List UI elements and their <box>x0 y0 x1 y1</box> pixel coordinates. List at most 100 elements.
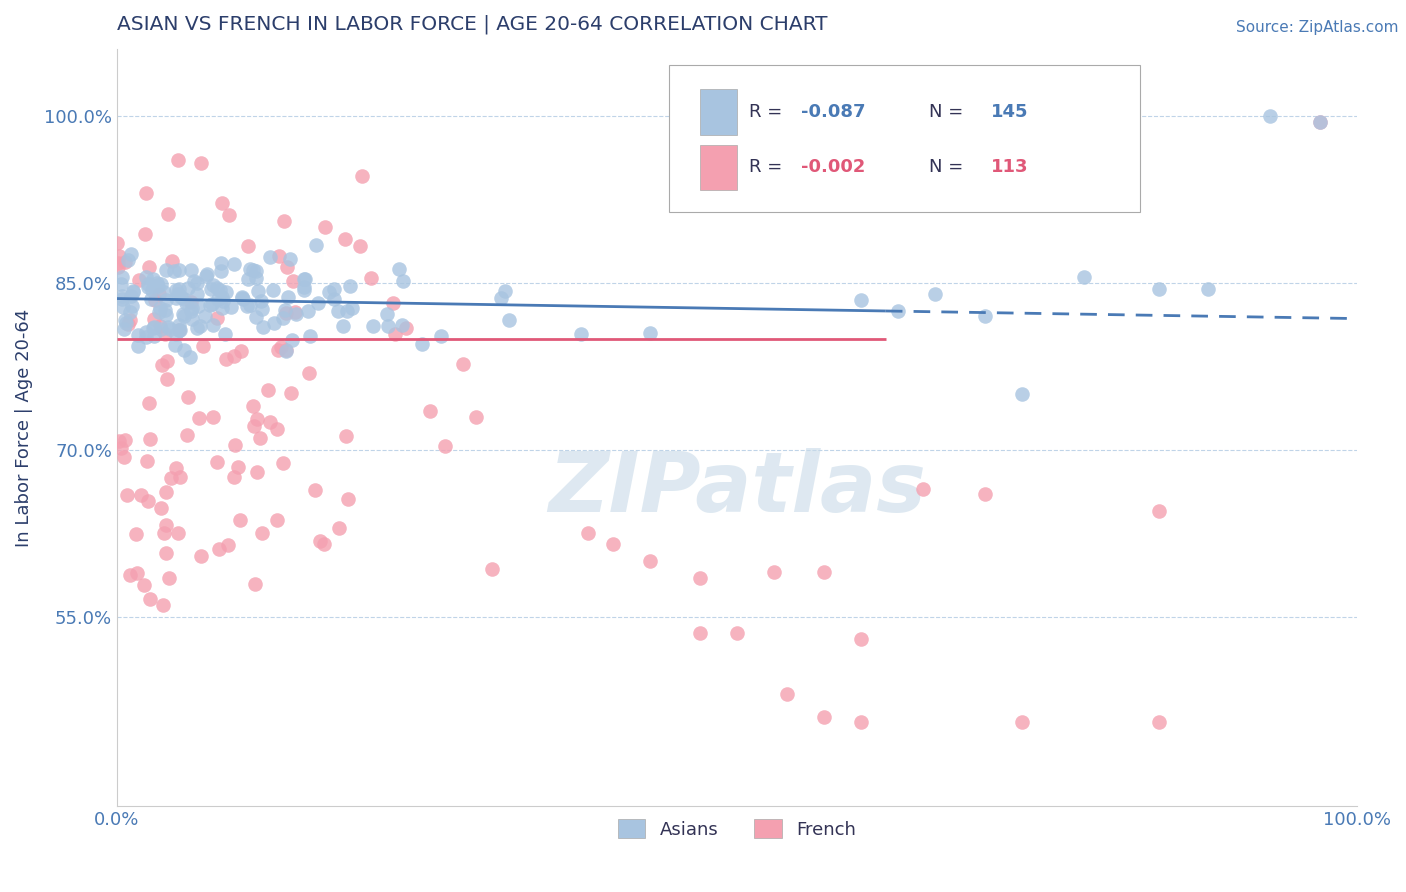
Point <box>160 471 183 485</box>
Point <box>128 273 150 287</box>
Point <box>229 513 252 527</box>
Point <box>243 418 266 433</box>
Point <box>169 323 191 337</box>
Point <box>813 565 835 579</box>
Point <box>335 428 357 442</box>
Point <box>215 351 238 366</box>
Point <box>388 262 411 277</box>
Point <box>217 538 239 552</box>
Point <box>924 287 946 301</box>
Point <box>111 269 134 284</box>
Point <box>263 316 285 330</box>
Point <box>177 390 200 404</box>
Point <box>239 262 262 277</box>
Point <box>138 432 160 446</box>
Point <box>274 303 297 318</box>
Point <box>166 525 188 540</box>
Point <box>813 710 835 724</box>
Point <box>323 292 346 306</box>
Point <box>239 298 262 312</box>
Point <box>139 592 162 607</box>
Point <box>156 372 179 386</box>
Point <box>149 319 172 334</box>
Point <box>136 280 159 294</box>
Text: 113: 113 <box>991 159 1029 177</box>
Point <box>207 292 229 306</box>
Point <box>222 349 245 363</box>
Point <box>1011 715 1033 730</box>
Point <box>377 319 399 334</box>
Point <box>135 270 157 285</box>
Point <box>201 296 224 310</box>
Point <box>236 272 259 286</box>
Point <box>212 293 235 308</box>
Point <box>911 482 934 496</box>
Point <box>180 303 202 318</box>
Point <box>152 285 174 299</box>
Point <box>340 301 363 315</box>
Point <box>377 308 399 322</box>
Point <box>150 277 173 291</box>
Point <box>138 395 160 409</box>
Point <box>142 319 165 334</box>
Point <box>243 577 266 591</box>
Point <box>280 386 302 401</box>
Point <box>165 338 187 352</box>
Point <box>689 626 711 640</box>
Point <box>278 252 301 267</box>
Point <box>105 235 128 250</box>
Point <box>149 501 172 516</box>
Point <box>725 626 748 640</box>
Point <box>132 578 155 592</box>
Point <box>148 287 170 301</box>
Point <box>153 303 176 318</box>
Point <box>1309 114 1331 128</box>
Point <box>602 537 624 551</box>
Point <box>318 285 340 300</box>
Point <box>176 428 198 442</box>
Point <box>307 295 329 310</box>
Point <box>274 344 297 359</box>
Point <box>569 326 592 341</box>
Point <box>138 493 160 508</box>
Point <box>494 284 516 298</box>
Point <box>292 283 315 297</box>
Point <box>974 487 997 501</box>
Point <box>129 488 152 502</box>
Point <box>576 526 599 541</box>
Point <box>194 310 217 324</box>
Point <box>155 263 177 277</box>
Point <box>142 279 165 293</box>
Point <box>259 250 281 264</box>
Point <box>174 295 197 310</box>
Text: R =: R = <box>749 159 789 177</box>
Point <box>214 327 236 342</box>
Point <box>167 153 190 167</box>
Point <box>155 308 177 322</box>
Point <box>107 255 129 269</box>
Point <box>267 249 290 263</box>
Point <box>165 283 187 297</box>
Point <box>155 354 177 368</box>
Text: ZIPatlas: ZIPatlas <box>548 448 927 529</box>
Point <box>246 465 269 479</box>
Point <box>218 208 240 222</box>
Point <box>235 299 257 313</box>
Point <box>150 359 173 373</box>
Point <box>176 281 198 295</box>
Point <box>1309 114 1331 128</box>
Point <box>211 301 233 315</box>
Text: N =: N = <box>929 103 969 120</box>
Point <box>135 454 157 468</box>
Point <box>250 525 273 540</box>
Point <box>152 526 174 541</box>
Point <box>337 492 360 507</box>
Point <box>1258 109 1281 123</box>
Point <box>246 284 269 298</box>
Point <box>281 274 304 288</box>
Point <box>638 326 661 340</box>
Text: R =: R = <box>749 103 789 120</box>
Point <box>222 257 245 271</box>
Point <box>292 280 315 294</box>
Point <box>207 455 229 469</box>
